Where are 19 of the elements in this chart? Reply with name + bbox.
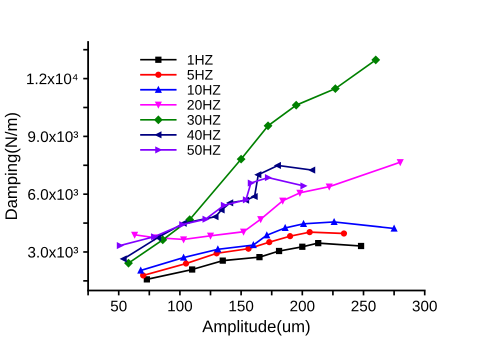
legend-label: 10HZ [188,84,220,95]
y-tick-label: 1.2x10⁴ [27,73,78,84]
x-tick-label: 300 [412,300,437,312]
legend-label: 1HZ [188,55,213,65]
y-tick-label: 3.0x10³ [28,246,78,258]
x-axis-title: Amplitude(um) [202,320,310,336]
x-tick-label: 100 [168,300,192,312]
x-tick-label: 250 [352,300,376,312]
y-tick-label: 6.0x10³ [28,189,78,200]
legend-label: 40HZ [187,130,220,140]
x-tick-label: 150 [230,300,254,312]
y-tick-label: 9.0x10³ [28,131,78,142]
legend-label: 20HZ [188,100,220,110]
x-tick-label: 50 [110,300,127,312]
legend-label: 50HZ [187,145,220,155]
legend-label: 30HZ [187,114,220,125]
legend-label: 5HZ [187,70,213,80]
x-tick-label: 200 [290,300,314,312]
y-axis-title: Damping(N/m) [4,113,20,220]
